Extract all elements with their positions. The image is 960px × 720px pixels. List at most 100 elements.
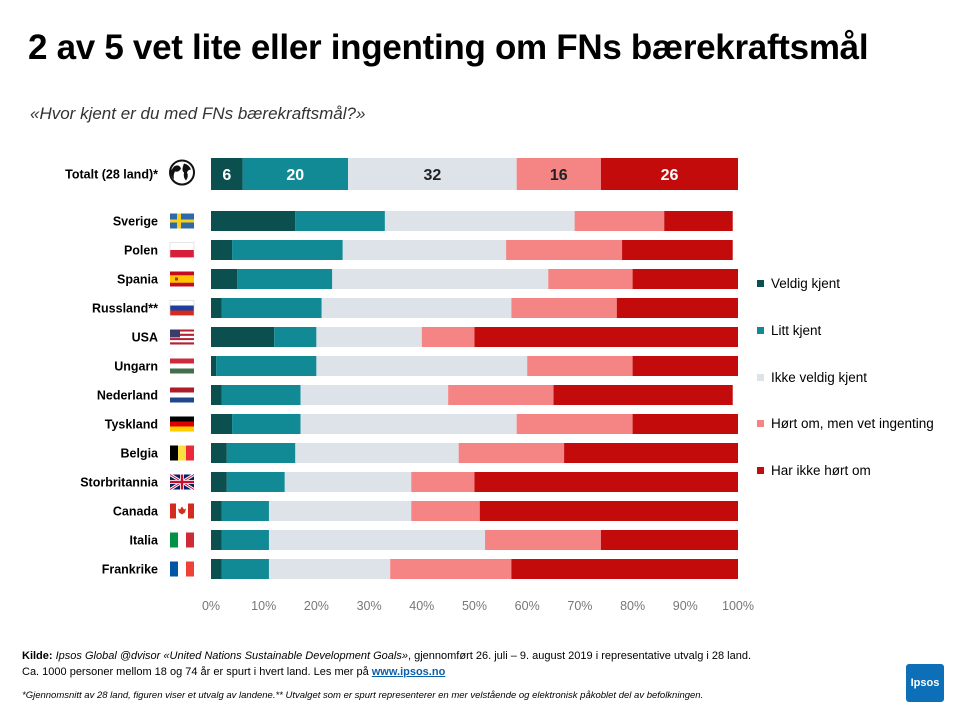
chart-subtitle: «Hvor kjent er du med FNs bærekraftsmål?… (30, 104, 366, 123)
category-label: Storbritannia (80, 476, 159, 490)
ipsos-link[interactable]: www.ipsos.no (371, 666, 446, 678)
bar-segment-litt (232, 414, 301, 434)
bar-segment-hort (527, 356, 633, 376)
page-title: 2 av 5 vet lite eller ingenting om FNs b… (28, 28, 869, 67)
bar-row-belgia: Belgia (120, 443, 738, 463)
bar-segment-litt (221, 385, 301, 405)
bar-segment-har_ikke (474, 472, 738, 492)
bar-segment-hort (548, 269, 633, 289)
category-label: Tyskland (105, 418, 158, 432)
bar-segment-har_ikke (632, 269, 738, 289)
x-tick-label: 50% (462, 599, 487, 613)
bar-row-storbritannia: Storbritannia (80, 472, 738, 492)
source-details: , gjennomført 26. juli – 9. august 2019 … (407, 650, 752, 662)
data-label: 16 (550, 167, 568, 184)
bar-segment-ikke (284, 472, 412, 492)
flag-es-icon (170, 271, 194, 287)
legend-swatch (757, 467, 764, 474)
bar-segment-litt (295, 211, 385, 231)
legend-label: Har ikke hørt om (771, 463, 871, 478)
category-label: Canada (113, 505, 159, 519)
flag-fr-icon (170, 561, 194, 577)
bar-segment-veldig (211, 385, 222, 405)
category-label: Ungarn (114, 360, 158, 374)
legend-swatch (757, 420, 764, 427)
bar-segment-veldig (211, 158, 243, 190)
bar-row-tyskland: Tyskland (105, 414, 738, 434)
category-label: Italia (130, 534, 160, 548)
source-line2: Ca. 1000 personer mellom 18 og 74 år er … (22, 666, 372, 678)
bar-segment-veldig (211, 414, 233, 434)
category-label: Sverige (113, 215, 158, 229)
bar-segment-veldig (211, 501, 222, 521)
bar-row-spania: Spania (117, 269, 738, 289)
x-tick-label: 80% (620, 599, 645, 613)
x-tick-label: 90% (673, 599, 698, 613)
bar-segment-veldig (211, 240, 233, 260)
bar-segment-ikke (348, 158, 517, 190)
bar-segment-veldig (211, 472, 227, 492)
x-tick-label: 100% (722, 599, 754, 613)
bar-segment-veldig (211, 269, 238, 289)
source-title: Ipsos Global @dvisor «United Nations Sus… (55, 650, 408, 662)
bar-segment-ikke (295, 443, 459, 463)
bar-row-russland: Russland** (92, 298, 738, 318)
legend-label: Litt kjent (771, 323, 822, 338)
bar-segment-ikke (300, 385, 449, 405)
category-label: Nederland (97, 389, 158, 403)
flag-pl-icon (169, 242, 195, 258)
category-label: Frankrike (102, 563, 158, 577)
bar-segment-hort (516, 158, 601, 190)
bar-segment-har_ikke (622, 240, 733, 260)
bar-row-polen: Polen (124, 240, 733, 260)
bar-row-frankrike: Frankrike (102, 559, 738, 579)
bar-segment-har_ikke (600, 530, 738, 550)
legend-swatch (757, 280, 764, 287)
source-label: Kilde: (22, 650, 53, 662)
legend-item-veldig: Veldig kjent (757, 276, 840, 291)
category-label: Belgia (120, 447, 159, 461)
bar-row-ungarn: Ungarn (114, 356, 738, 376)
bar-segment-litt (237, 269, 333, 289)
bar-segment-veldig (211, 356, 217, 376)
legend-label: Hørt om, men vet ingenting (771, 416, 934, 431)
bar-segment-ikke (342, 240, 507, 260)
bar-segment-hort (421, 327, 475, 347)
legend-item-hort: Hørt om, men vet ingenting (757, 416, 934, 431)
x-tick-label: 0% (202, 599, 220, 613)
bar-segment-hort (390, 559, 512, 579)
bar-segment-veldig (211, 327, 275, 347)
stacked-bar-chart: Totalt (28 land)* 6 20 32 16 26 Sverige Polen Sp… (65, 158, 934, 613)
bar-segment-ikke (332, 269, 549, 289)
data-label: 26 (661, 167, 679, 184)
bar-segment-hort (574, 211, 665, 231)
legend-swatch (757, 327, 764, 334)
bar-segment-litt (221, 298, 322, 318)
flag-nl-icon (170, 387, 194, 403)
bar-segment-har_ikke (511, 559, 738, 579)
flag-de-icon (170, 416, 194, 432)
bar-row-canada: Canada (113, 501, 738, 521)
bar-row-totalt-28-land: Totalt (28 land)* 6 20 32 16 26 (65, 158, 738, 190)
category-label: Totalt (28 land)* (65, 168, 158, 182)
data-label: 32 (423, 167, 441, 184)
bar-segment-hort (485, 530, 601, 550)
x-tick-label: 10% (251, 599, 276, 613)
bar-segment-litt (221, 530, 269, 550)
bar-row-italia: Italia (130, 530, 738, 550)
bar-segment-litt (221, 559, 269, 579)
category-label: Russland** (92, 302, 158, 316)
bar-segment-hort (458, 443, 565, 463)
bar-segment-ikke (300, 414, 517, 434)
bar-segment-hort (448, 385, 554, 405)
category-label: Spania (117, 273, 159, 287)
legend-item-litt: Litt kjent (757, 323, 822, 338)
bar-segment-har_ikke (600, 158, 738, 190)
bar-segment-veldig (211, 298, 222, 318)
bar-segment-litt (216, 356, 317, 376)
bar-segment-litt (232, 240, 343, 260)
bar-segment-litt (226, 443, 296, 463)
bar-segment-har_ikke (479, 501, 738, 521)
data-label: 20 (286, 167, 304, 184)
bar-segment-litt (226, 472, 285, 492)
